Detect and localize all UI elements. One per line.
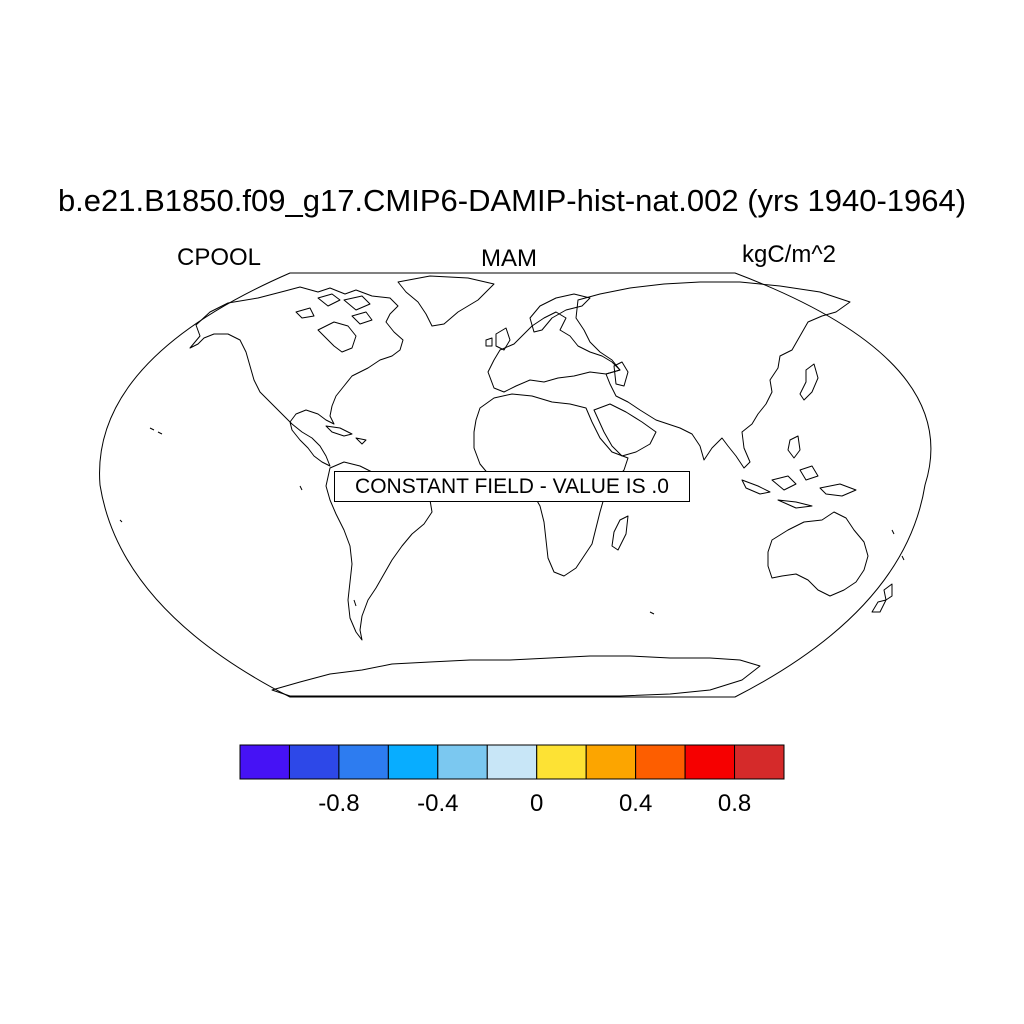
- caspian-sea-coastline: [613, 361, 629, 387]
- colorbar-box: [387, 744, 439, 780]
- europe-coastline: [487, 311, 621, 393]
- arabia-coastline: [593, 403, 657, 457]
- colorbar-tick-label: -0.4: [417, 790, 458, 817]
- scandinavia-coastline: [529, 293, 591, 333]
- constant-field-notice: CONSTANT FIELD - VALUE IS .0: [334, 471, 690, 502]
- units-label: kgC/m^2: [742, 241, 836, 268]
- indonesia-coastline: [741, 465, 857, 509]
- british-isles-coastline: [485, 327, 511, 351]
- asia-coastline: [575, 281, 851, 469]
- colorbar-box: [486, 744, 538, 780]
- colorbar-box: [734, 744, 785, 780]
- colorbar-tick-label: -0.8: [318, 790, 359, 817]
- variable-label: CPOOL: [177, 244, 262, 271]
- north-america-coastline: [189, 286, 404, 467]
- plot-title: b.e21.B1850.f09_g17.CMIP6-DAMIP-hist-nat…: [57, 183, 967, 218]
- australia-coastline: [767, 511, 869, 597]
- arctic-islands-coastline: [295, 293, 373, 325]
- madagascar-coastline: [611, 515, 629, 551]
- colorbar-box: [239, 744, 290, 780]
- japan-coastline: [799, 363, 819, 401]
- pacific-islands-coastline: [119, 427, 905, 615]
- season-label: MAM: [481, 245, 537, 272]
- colorbar-tick-label: 0: [530, 790, 543, 817]
- colorbar-box: [288, 744, 340, 780]
- colorbar-box: [585, 744, 637, 780]
- new-zealand-coastline: [871, 583, 893, 613]
- map-border: [99, 272, 932, 698]
- colorbar-box: [437, 744, 488, 780]
- hudson-bay-coastline: [317, 321, 357, 353]
- colorbar-box: [635, 744, 686, 780]
- colorbar-box: [684, 744, 736, 780]
- colorbar-box: [338, 744, 389, 780]
- philippines-coastline: [787, 435, 801, 459]
- caribbean-coastline: [325, 425, 367, 445]
- colorbar-tick-label: 0.8: [718, 790, 751, 817]
- colorbar-tick-label: 0.4: [619, 790, 652, 817]
- antarctica-coastline: [271, 655, 761, 697]
- greenland-coastline: [397, 275, 495, 327]
- colorbar-box: [536, 744, 587, 780]
